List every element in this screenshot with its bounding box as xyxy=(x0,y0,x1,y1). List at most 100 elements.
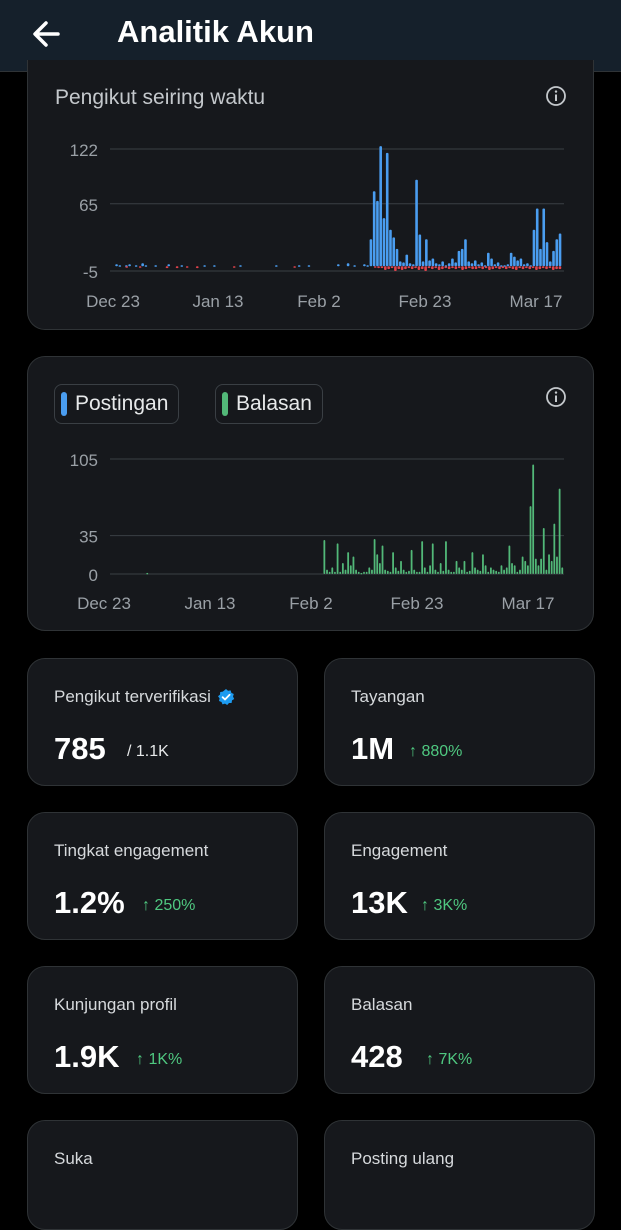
chart-bar xyxy=(339,571,342,574)
chart-bar xyxy=(334,571,336,574)
stat-card-verified-followers[interactable]: Pengikut terverifikasi 785 / 1.1K xyxy=(27,658,298,786)
chart-bar xyxy=(344,569,347,574)
y-tick-label: -5 xyxy=(83,263,98,282)
chart-bar xyxy=(118,265,122,267)
chart-bar xyxy=(478,266,481,269)
chart-bar xyxy=(534,558,537,574)
chart-bar xyxy=(545,266,548,270)
chart-bar xyxy=(410,266,414,270)
chart-bar xyxy=(307,265,311,267)
stat-card-reposts[interactable]: Posting ulang xyxy=(324,1120,595,1230)
chart-bar xyxy=(450,571,453,574)
chart-bar xyxy=(496,262,500,267)
chart-bar xyxy=(463,560,466,574)
followers-chart: 122 65 -5 Dec 23 Jan 13 Feb 2 Feb 23 Mar 17 xyxy=(70,141,564,311)
chart-bar xyxy=(414,266,417,269)
chart-bar xyxy=(524,560,527,574)
info-icon[interactable] xyxy=(545,85,567,107)
chart-bar xyxy=(444,266,448,269)
chart-bar xyxy=(495,570,498,574)
chart-bar xyxy=(548,554,550,574)
chart-bar xyxy=(346,263,350,267)
chart-bar xyxy=(447,263,451,267)
chart-bar xyxy=(532,229,536,267)
legend-postingan-label: Postingan xyxy=(75,392,169,415)
chart-bar xyxy=(447,569,450,574)
back-arrow-icon[interactable] xyxy=(28,14,68,54)
chart-bar xyxy=(402,262,405,267)
chart-bar xyxy=(379,146,382,267)
chart-bar xyxy=(464,266,468,270)
legend-balasan-toggle[interactable]: Balasan xyxy=(215,384,323,424)
stat-card-profile-visits[interactable]: Kunjungan profil 1.9K ↑ 1K% xyxy=(27,966,298,1094)
stat-label: Engagement xyxy=(351,841,448,860)
stat-card-engagement-rate[interactable]: Tingkat engagement 1.2% ↑ 250% xyxy=(27,812,298,940)
chart-bar xyxy=(373,538,376,574)
chart-bar xyxy=(341,563,344,574)
chart-bar xyxy=(503,569,505,574)
activity-chart: 105 35 0 Dec 23 Jan 13 Feb 2 Feb 23 Mar 17 xyxy=(70,451,564,613)
stat-value: 1M xyxy=(351,731,395,766)
x-tick-label: Jan 13 xyxy=(192,292,243,311)
chart-bar xyxy=(484,565,487,574)
chart-bar xyxy=(479,570,482,574)
chart-bar xyxy=(397,570,400,574)
stat-value: 13K xyxy=(351,885,408,920)
chart-bar xyxy=(326,569,328,574)
stat-card-engagement[interactable]: Engagement 13K ↑ 3K% xyxy=(324,812,595,940)
chart-bar xyxy=(275,265,278,267)
stat-card-likes[interactable]: Suka xyxy=(27,1120,298,1230)
stat-card-impressions[interactable]: Tayangan 1M ↑ 880% xyxy=(324,658,595,786)
y-tick-label: 122 xyxy=(70,141,98,160)
chart-bar xyxy=(389,571,392,574)
stat-change: ↑ 880% xyxy=(409,743,463,760)
chart-bar xyxy=(511,266,515,270)
chart-bar xyxy=(377,266,380,269)
chart-bar xyxy=(138,266,142,268)
chart-bar xyxy=(493,264,497,267)
chart-bar xyxy=(467,266,471,269)
chart-bar xyxy=(441,266,444,270)
y-tick-label: 0 xyxy=(89,566,98,585)
chart-bar xyxy=(431,266,434,270)
chart-bar xyxy=(185,266,189,268)
stat-value: 785 xyxy=(54,731,106,766)
chart-bar xyxy=(180,265,184,267)
chart-bar xyxy=(418,571,421,574)
chart-bar xyxy=(457,266,461,269)
chart-bar xyxy=(293,266,296,268)
chart-bar xyxy=(455,560,458,574)
chart-bar xyxy=(477,264,480,267)
chart-bar xyxy=(369,239,373,267)
chart-bar xyxy=(423,567,426,574)
chart-bar xyxy=(376,554,379,574)
chart-bar xyxy=(439,563,442,574)
chart-bar xyxy=(328,571,331,574)
chart-bar xyxy=(542,208,546,267)
chart-bar xyxy=(404,266,407,270)
stat-card-replies[interactable]: Balasan 428 ↑ 7K% xyxy=(324,966,595,1094)
chart-bar xyxy=(434,569,437,574)
legend-balasan-label: Balasan xyxy=(236,392,312,415)
chart-bar xyxy=(394,567,397,574)
chart-bar xyxy=(458,567,461,574)
chart-bar xyxy=(490,258,493,267)
chart-bar xyxy=(400,266,404,271)
verified-badge-icon xyxy=(217,689,235,705)
chart-bar xyxy=(405,571,408,574)
legend-postingan-toggle[interactable]: Postingan xyxy=(54,384,180,424)
stat-value: 1.9K xyxy=(54,1039,120,1074)
chart-bar xyxy=(355,569,357,574)
chart-bar xyxy=(394,266,397,271)
chart-bar xyxy=(349,565,352,574)
chart-bar xyxy=(421,261,425,267)
chart-bar xyxy=(548,266,552,269)
chart-bar xyxy=(518,266,521,269)
chart-bar xyxy=(526,565,529,574)
chart-bar xyxy=(526,263,529,267)
chart-bar xyxy=(167,264,171,267)
chart-bar xyxy=(466,571,468,574)
y-tick-label: 65 xyxy=(79,196,98,215)
chart-bar xyxy=(505,567,508,574)
info-icon[interactable] xyxy=(545,386,567,408)
